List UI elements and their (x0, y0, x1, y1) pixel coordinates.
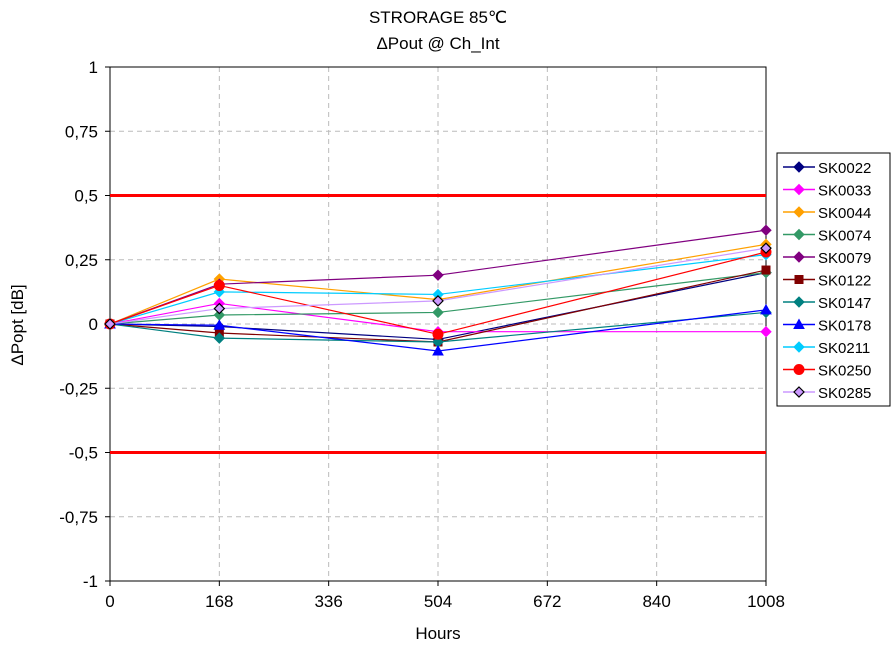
series-line-SK0044 (109, 243, 767, 325)
legend-label: SK0122 (818, 273, 871, 290)
data-point-SK0285 (104, 318, 116, 330)
legend-label: SK0033 (818, 183, 871, 200)
data-point-SK0178 (432, 344, 444, 356)
series-line-SK0079 (109, 229, 767, 325)
data-point-SK0178 (213, 319, 226, 330)
data-point-SK0250 (432, 328, 444, 340)
legend-label: SK0147 (818, 295, 871, 312)
data-point-SK0074 (432, 306, 444, 319)
data-point-SK0285 (760, 242, 772, 255)
legend-marker (793, 318, 805, 329)
x-tick-label: 672 (533, 592, 561, 611)
legend-label: SK0211 (818, 340, 870, 357)
legend-label: SK0022 (818, 160, 871, 177)
legend-label: SK0074 (818, 228, 871, 245)
y-tick-label: 0,25 (65, 251, 98, 270)
legend-label: SK0178 (818, 318, 871, 335)
legend-marker (793, 251, 805, 263)
series-line-SK0147 (109, 311, 767, 343)
data-point-SK0122 (761, 265, 771, 275)
data-point-SK0147 (213, 332, 226, 344)
legend-label: SK0285 (818, 385, 871, 402)
legend-marker (793, 341, 805, 353)
legend-marker (793, 364, 805, 375)
x-tick-label: 840 (642, 592, 670, 611)
y-tick-label: -0,75 (59, 508, 98, 527)
legend-marker (793, 228, 805, 241)
series-line-SK0122 (109, 269, 767, 343)
y-tick-label: -0,25 (59, 379, 98, 398)
y-tick-label: 0,75 (65, 122, 98, 141)
y-tick-label: -1 (83, 572, 98, 591)
legend-marker (793, 183, 805, 196)
series-line-SK0074 (109, 272, 767, 325)
series-line-SK0178 (109, 309, 767, 352)
x-tick-label: 504 (424, 592, 452, 611)
legend-label: SK0044 (818, 205, 871, 222)
y-axis-label: ΔPopt [dB] (8, 284, 27, 366)
x-tick-label: 336 (314, 592, 342, 611)
y-tick-label: 1 (89, 58, 98, 77)
y-tick-label: 0,5 (74, 187, 98, 206)
data-point-SK0250 (213, 279, 225, 291)
legend-marker (793, 161, 805, 173)
x-tick-label: 1008 (747, 592, 785, 611)
chart-title: STRORAGE 85℃ (368, 8, 508, 27)
legend-marker (794, 275, 804, 284)
series-line-SK0285 (109, 247, 767, 325)
data-point-SK0285 (432, 295, 444, 307)
y-tick-label: 0 (89, 315, 98, 334)
x-tick-label: 168 (205, 592, 233, 611)
legend-marker (793, 386, 805, 398)
data-point-SK0079 (432, 269, 444, 281)
x-tick-label: 0 (105, 592, 114, 611)
legend-label: SK0250 (818, 363, 871, 380)
x-axis-label: Hours (415, 624, 461, 643)
series-line-SK0033 (109, 302, 766, 333)
data-point-SK0033 (760, 326, 772, 338)
y-tick-label: -0,5 (69, 444, 98, 463)
data-point-SK0079 (760, 224, 772, 236)
data-point-SK0285 (213, 302, 226, 315)
data-point-SK0178 (760, 303, 772, 315)
legend-marker (793, 206, 805, 218)
series-line-SK0250 (109, 251, 767, 335)
legend-marker (793, 296, 805, 308)
chart-subtitle: ΔPout @ Ch_Int (376, 34, 500, 53)
legend-label: SK0079 (818, 250, 871, 267)
